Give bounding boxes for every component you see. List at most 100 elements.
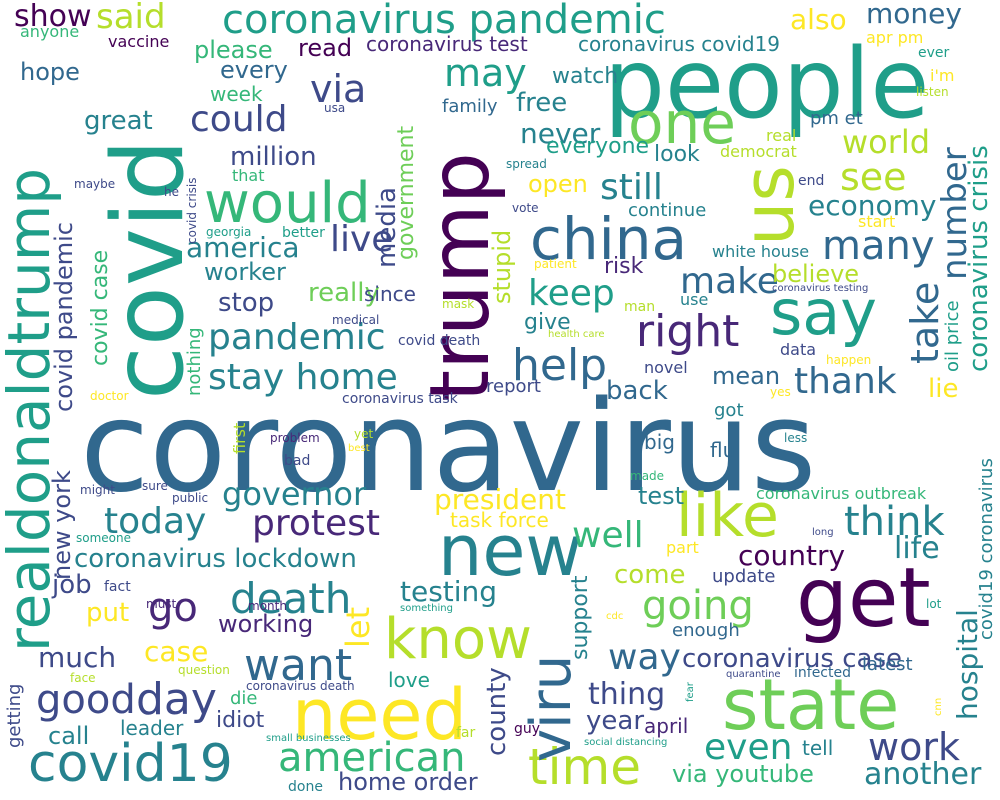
word-task-force: task force: [450, 508, 549, 532]
word-coronavirus: coronavirus: [80, 373, 817, 520]
word-american: american: [278, 735, 466, 781]
word-hope: hope: [20, 58, 80, 86]
word-governor: governor: [222, 475, 367, 513]
word-like: like: [676, 481, 779, 551]
word-start: start: [858, 212, 896, 231]
word-come: come: [614, 560, 686, 590]
word-health-care: health care: [548, 329, 605, 340]
word-still: still: [600, 167, 663, 208]
word-free: free: [516, 88, 568, 118]
word-must: must: [146, 597, 177, 611]
word-cdc: cdc: [606, 611, 624, 622]
word-government: government: [394, 125, 419, 260]
word-really: really: [308, 278, 380, 308]
word-fear: fear: [685, 682, 696, 702]
word-need: need: [292, 674, 467, 756]
word-china: china: [530, 205, 688, 273]
word-lot: lot: [926, 597, 942, 611]
word-show: show: [14, 0, 92, 34]
word-week: week: [210, 82, 263, 106]
word-could: could: [190, 99, 288, 140]
word-open: open: [528, 170, 588, 198]
word-way: way: [608, 637, 681, 678]
word-getting: getting: [4, 683, 25, 748]
word-risk: risk: [604, 254, 644, 279]
word-coronavirus-lockdown: coronavirus lockdown: [74, 544, 357, 574]
word-fact: fact: [104, 579, 131, 595]
word-great: great: [84, 106, 153, 136]
word-vaccine: vaccine: [108, 32, 170, 51]
word-tell: tell: [802, 736, 834, 760]
word-coronavirus-pandemic: coronavirus pandemic: [222, 0, 666, 43]
word-pm-et: pm et: [810, 108, 863, 129]
word-mean: mean: [712, 362, 781, 390]
word-another: another: [864, 757, 982, 792]
word-via-youtube: via youtube: [672, 760, 814, 788]
word-update: update: [712, 566, 776, 587]
word-take: take: [903, 281, 947, 364]
word-covid-crisis: covid crisis: [185, 177, 199, 244]
word-said: said: [96, 0, 166, 37]
word-enough: enough: [672, 620, 740, 641]
word-case: case: [144, 635, 209, 668]
word-coronavirus-testing: coronavirus testing: [772, 283, 869, 294]
word-look: look: [654, 142, 700, 167]
word-would: would: [204, 171, 371, 236]
word-maybe: maybe: [74, 177, 116, 191]
word-use: use: [680, 290, 709, 309]
word-listen: listen: [916, 85, 949, 99]
word-world: world: [842, 123, 931, 161]
word-via: via: [310, 67, 367, 111]
word-april: april: [644, 714, 689, 738]
word-nothing: nothing: [184, 327, 205, 396]
word-best: best: [348, 443, 370, 454]
word-coronavirus-crisis: coronavirus crisis: [964, 145, 994, 372]
word-bad: bad: [284, 453, 311, 469]
word-data: data: [780, 340, 817, 359]
word-idiot: idiot: [216, 708, 265, 733]
word-apr-pm: apr pm: [866, 28, 924, 47]
word-oil-price: oil price: [942, 300, 963, 372]
word-vote: vote: [512, 201, 539, 215]
word-many: many: [822, 223, 935, 269]
word-part: part: [666, 538, 699, 557]
word-cnn: cnn: [933, 697, 944, 716]
word-guy: guy: [514, 721, 541, 737]
word-stop: stop: [218, 288, 275, 318]
word-real: real: [766, 126, 797, 145]
word-better: better: [282, 225, 325, 241]
word-viru: viru: [519, 654, 584, 762]
word-problem: problem: [270, 431, 320, 445]
word-coronavirus-outbreak: coronavirus outbreak: [756, 484, 927, 503]
word-one: one: [628, 89, 736, 157]
word-state: state: [722, 664, 900, 746]
word-us: us: [728, 165, 810, 246]
word-death: death: [230, 574, 352, 623]
word-help: help: [512, 340, 608, 391]
word-got: got: [714, 400, 744, 421]
word-read: read: [298, 34, 353, 62]
word-spread: spread: [506, 157, 547, 171]
word-today: today: [104, 501, 207, 542]
word-america: america: [186, 231, 300, 264]
word-believe: believe: [772, 260, 860, 288]
word-year: year: [586, 706, 645, 736]
word-call: call: [48, 722, 90, 750]
word-long: long: [812, 527, 834, 538]
word-yes: yes: [770, 385, 791, 399]
word-see: see: [840, 155, 907, 199]
word-new-york: new york: [48, 470, 76, 580]
word-never: never: [520, 117, 601, 150]
word-someone: someone: [76, 531, 131, 545]
word-since: since: [364, 282, 416, 306]
word-big: big: [644, 430, 675, 454]
word-coronavirus-test: coronavirus test: [366, 32, 528, 56]
word-covid-case: covid case: [88, 249, 113, 366]
word-pandemic: pandemic: [208, 317, 386, 358]
word-anyone: anyone: [20, 22, 80, 41]
word-georgia: georgia: [206, 225, 252, 239]
word-stay-home: stay home: [208, 357, 398, 398]
word-get: get: [796, 551, 931, 646]
word-far: far: [456, 725, 476, 741]
